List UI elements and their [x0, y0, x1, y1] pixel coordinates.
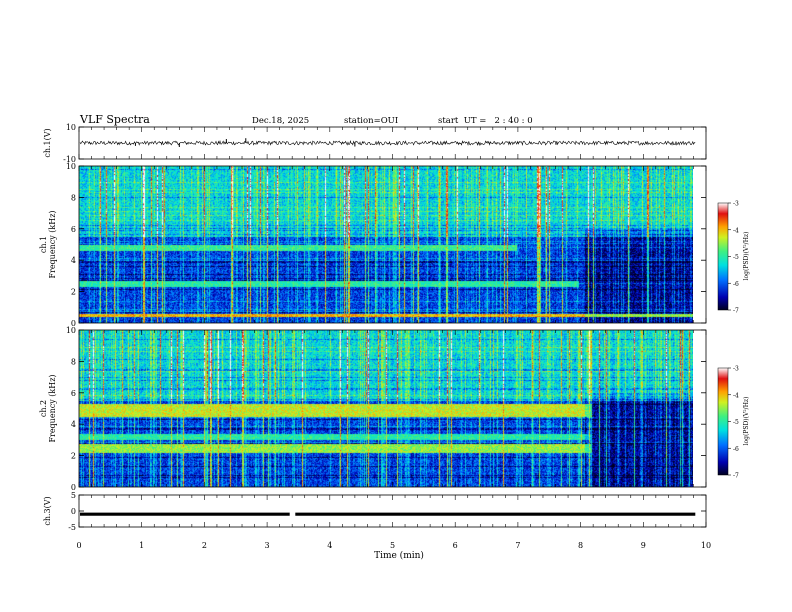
- colorbar-tick-label: -7: [733, 308, 739, 315]
- ch1-spectrogram-ytick-label: 0: [71, 319, 76, 328]
- xtick-label: 4: [327, 541, 332, 550]
- ch1-spectrogram-ytick-label: 4: [71, 256, 76, 265]
- colorbar-tick-label: -5: [733, 419, 739, 426]
- xtick-label: 7: [515, 541, 520, 550]
- ch1-colorbar-label: log(PSD)(V²/Hz): [743, 232, 750, 281]
- ch1-colorbar-ticks: -3 -4 -5 -6 -7: [728, 201, 739, 315]
- ch1-spikes: [134, 138, 356, 147]
- ch1-spectrogram-ytick-label: 8: [71, 193, 76, 202]
- colorbar-tick-label: -6: [733, 281, 739, 288]
- ch2-spectrogram-ytick-label: 10: [66, 326, 76, 335]
- ch3-waveform-ytick-label: -5: [68, 523, 76, 532]
- ch2-spectrogram-ytick-label: 4: [71, 420, 76, 429]
- ch3-waveform-ytick-label: 0: [71, 507, 76, 516]
- xtick-label: 6: [453, 541, 458, 550]
- ch1-spectrogram-ylabel: ch.1: [39, 236, 48, 253]
- ch2-spectrogram-ylabel: ch.2: [39, 400, 48, 417]
- colorbar-tick-label: -4: [733, 392, 739, 399]
- ch2-spectrogram-ylabel: Frequency (kHz): [48, 374, 57, 442]
- ch1-spectrogram-ylabel: Frequency (kHz): [48, 210, 57, 278]
- figure-title: VLF Spectra: [79, 113, 150, 126]
- xtick-label: 2: [202, 541, 207, 550]
- xtick-label: 1: [139, 541, 144, 550]
- ch2-spectrogram-ytick-label: 0: [71, 483, 76, 492]
- ch1-colorbar: [717, 202, 729, 311]
- start-time-label: start UT = 2 : 40 : 0: [438, 116, 533, 126]
- xtick-label: 10: [701, 541, 711, 550]
- ch2-colorbar-ticks: -3 -4 -5 -6 -7: [728, 366, 739, 480]
- colorbar-tick-label: -4: [733, 227, 739, 234]
- colorbar-tick-label: -3: [733, 366, 739, 373]
- x-axis-label: Time (min): [374, 550, 424, 561]
- colorbar-tick-label: -3: [733, 201, 739, 208]
- ch3-waveform-ylabel: ch.3(V): [43, 496, 52, 525]
- xtick-label: 0: [76, 541, 81, 550]
- ch1-spectrogram-ytick-label: 10: [66, 162, 76, 171]
- ch1-spectrogram-ytick-label: 2: [71, 288, 76, 297]
- xtick-label: 8: [578, 541, 583, 550]
- ch2-spectrogram-ytick-label: 8: [71, 357, 76, 366]
- colorbar-ch2: -3 -4 -5 -6 -7 log(PSD)(V²/Hz): [717, 366, 750, 480]
- date-label: Dec.18, 2025: [252, 116, 309, 126]
- panel-ch1-spectrogram: [78, 165, 707, 324]
- ch3-waveform-ytick-label: 5: [71, 491, 76, 500]
- ch1-waveform-ylabel: ch.1(V): [43, 128, 52, 157]
- ch1-waveform-ytick-label: -10: [63, 155, 76, 164]
- ch1-waveform-ytick-label: 10: [66, 123, 76, 132]
- colorbar-tick-label: -6: [733, 446, 739, 453]
- panel-ch1-waveform: [78, 126, 707, 160]
- panel-ch3-waveform: [78, 494, 707, 528]
- xtick-label: 3: [265, 541, 270, 550]
- ch2-colorbar-label: log(PSD)(V²/Hz): [743, 397, 750, 446]
- ch1-waveform-trace: [79, 140, 696, 146]
- ch1-spectrogram-image: [79, 166, 693, 323]
- panel-ch2-spectrogram: [78, 329, 707, 488]
- colorbar-ch1: -3 -4 -5 -6 -7 log(PSD)(V²/Hz): [717, 201, 750, 315]
- ch2-spectrogram-image: [79, 330, 693, 487]
- colorbar-tick-label: -7: [733, 473, 739, 480]
- ch2-colorbar: [717, 367, 729, 476]
- header: VLF Spectra Dec.18, 2025 station=OUI sta…: [79, 113, 533, 126]
- station-label: station=OUI: [344, 116, 398, 126]
- ch1-spectrogram-ytick-label: 6: [71, 225, 76, 234]
- xtick-label: 9: [641, 541, 646, 550]
- colorbar-tick-label: -5: [733, 254, 739, 261]
- ch2-spectrogram-ytick-label: 2: [71, 452, 76, 461]
- xtick-label: 5: [390, 541, 395, 550]
- ch3-waveform-frame: [78, 494, 707, 528]
- ch2-spectrogram-ytick-label: 6: [71, 389, 76, 398]
